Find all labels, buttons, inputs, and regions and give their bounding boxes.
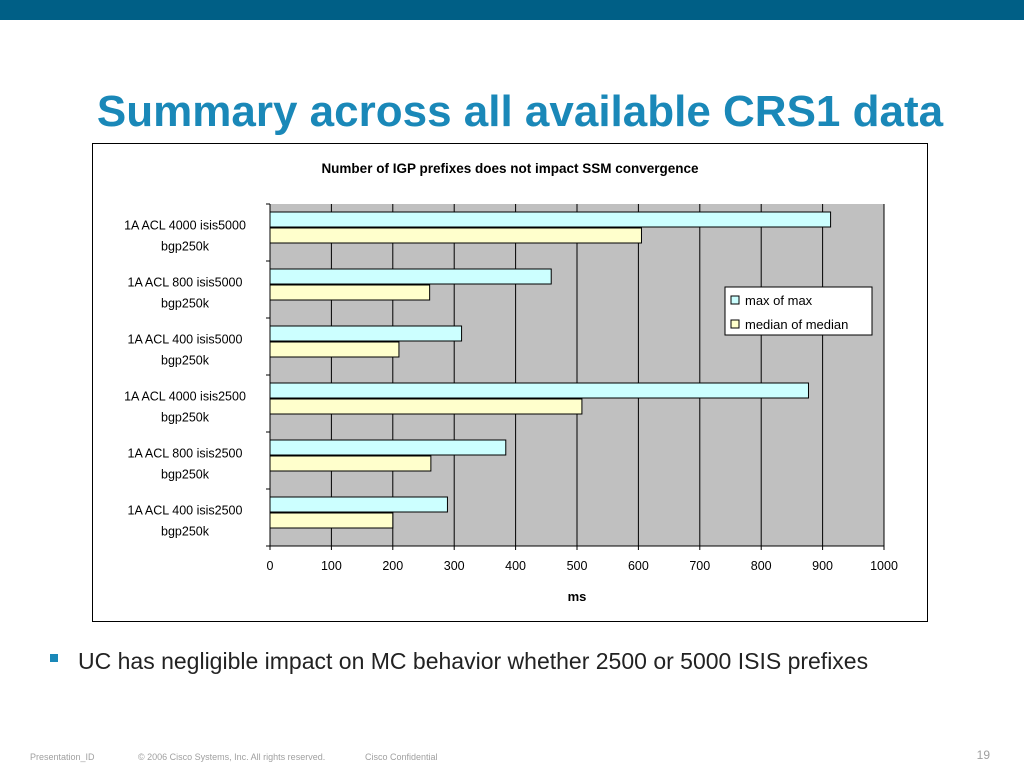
x-tick-label-200: 200 [382, 559, 403, 573]
category-label-5-line2: bgp250k [161, 525, 210, 539]
header-bar [0, 0, 1024, 20]
bar-max-2 [269, 325, 463, 342]
bar-max-0 [269, 211, 832, 228]
x-tick-label-400: 400 [505, 559, 526, 573]
bar-median-4 [269, 455, 432, 472]
bar-max-5 [269, 496, 448, 513]
bar-median-2 [269, 341, 400, 358]
legend-box [724, 286, 873, 336]
bar-median-1 [269, 284, 431, 301]
x-tick-label-1000: 1000 [870, 559, 898, 573]
bullet-square-icon [50, 654, 58, 662]
page-number: 19 [976, 748, 990, 762]
category-label-2-line1: 1A ACL 400 isis5000 [128, 333, 243, 347]
bar-max-1 [269, 268, 552, 285]
legend-label-0: max of max [745, 293, 813, 308]
bullet-text: UC has negligible impact on MC behavior … [78, 648, 869, 674]
x-tick-label-600: 600 [628, 559, 649, 573]
x-tick-label-300: 300 [444, 559, 465, 573]
legend-label-1: median of median [745, 317, 848, 332]
x-tick-label-700: 700 [689, 559, 710, 573]
legend-swatch-0 [730, 295, 740, 305]
footer-copyright: © 2006 Cisco Systems, Inc. All rights re… [138, 752, 326, 762]
x-tick-label-500: 500 [567, 559, 588, 573]
x-tick-label-900: 900 [812, 559, 833, 573]
x-tick-label-0: 0 [267, 559, 274, 573]
bar-median-0 [269, 227, 642, 244]
category-label-4-line2: bgp250k [161, 468, 210, 482]
category-label-5-line1: 1A ACL 400 isis2500 [128, 504, 243, 518]
category-label-1-line2: bgp250k [161, 297, 210, 311]
category-label-4-line1: 1A ACL 800 isis2500 [128, 447, 243, 461]
category-label-2-line2: bgp250k [161, 354, 210, 368]
footer-presentation-id: Presentation_ID [30, 752, 95, 762]
x-tick-label-100: 100 [321, 559, 342, 573]
bar-median-5 [269, 512, 394, 529]
footer-confidential: Cisco Confidential [365, 752, 438, 762]
category-label-1-line1: 1A ACL 800 isis5000 [128, 276, 243, 290]
category-label-0-line2: bgp250k [161, 240, 210, 254]
slide-title: Summary across all available CRS1 data [96, 87, 944, 136]
bar-median-3 [269, 398, 583, 415]
bar-max-4 [269, 439, 507, 456]
category-label-0-line1: 1A ACL 4000 isis5000 [124, 219, 246, 233]
legend-swatch-1 [730, 319, 740, 329]
bar-max-3 [269, 382, 809, 399]
category-label-3-line1: 1A ACL 4000 isis2500 [124, 390, 246, 404]
category-label-3-line2: bgp250k [161, 411, 210, 425]
chart-title: Number of IGP prefixes does not impact S… [321, 161, 699, 176]
x-tick-label-800: 800 [751, 559, 772, 573]
bar-chart: Number of IGP prefixes does not impact S… [124, 161, 898, 604]
x-axis-label: ms [568, 589, 587, 604]
